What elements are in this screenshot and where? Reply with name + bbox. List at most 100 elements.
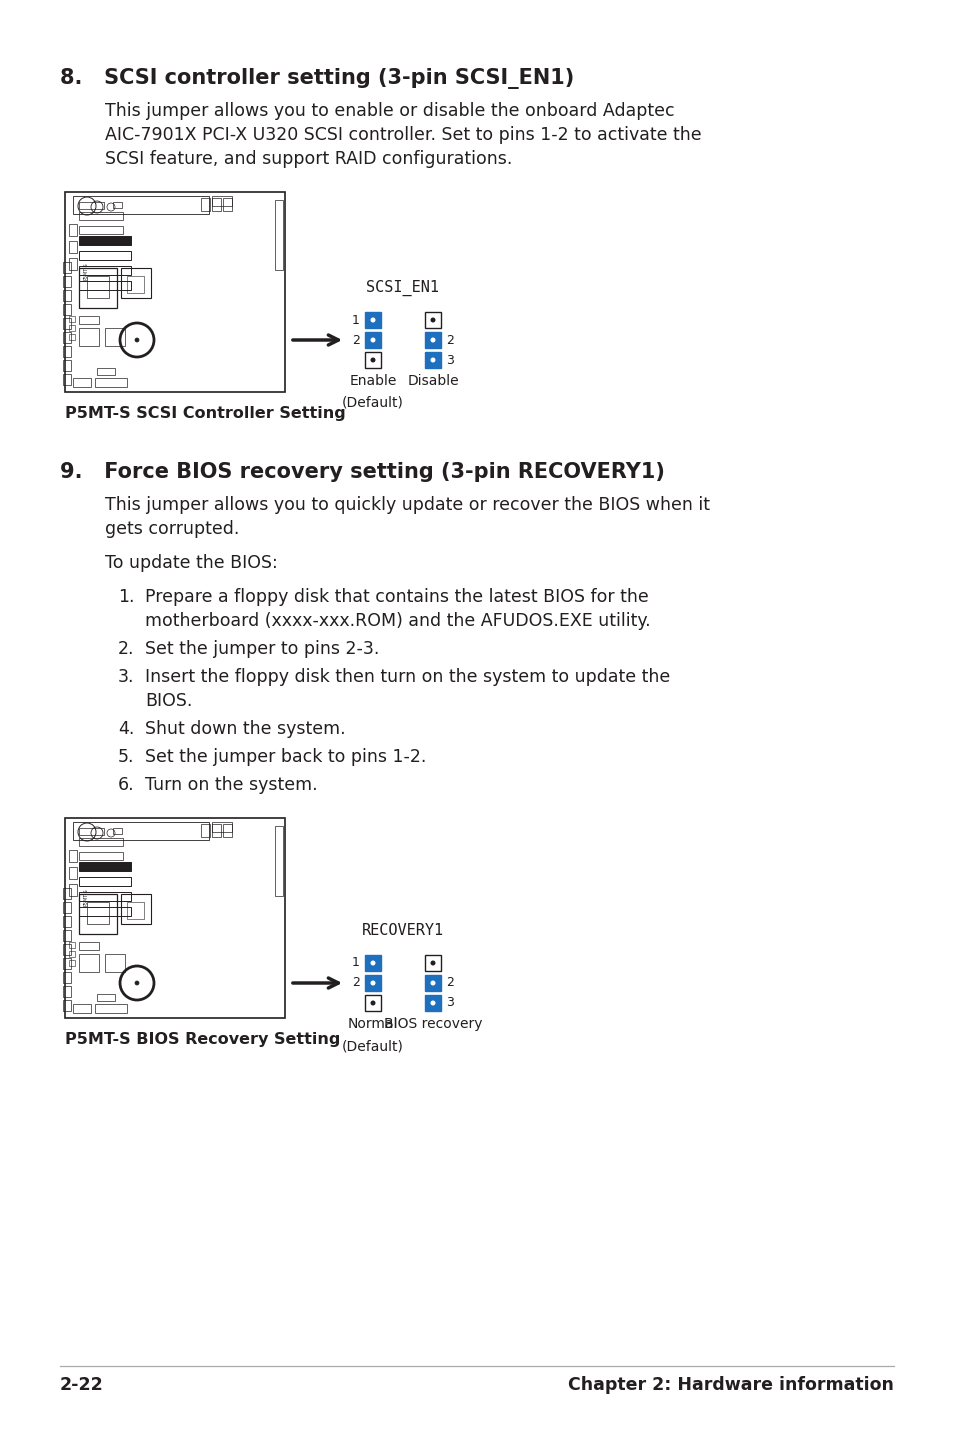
Bar — [73, 823, 209, 840]
Bar — [79, 252, 131, 260]
Text: 8.   SCSI controller setting (3-pin SCSI_EN1): 8. SCSI controller setting (3-pin SCSI_E… — [60, 68, 574, 89]
Bar — [201, 824, 211, 837]
Bar — [63, 374, 71, 385]
Text: Prepare a floppy disk that contains the latest BIOS for the: Prepare a floppy disk that contains the … — [145, 588, 648, 605]
Bar — [63, 303, 71, 315]
Bar — [63, 943, 71, 955]
Text: BIOS.: BIOS. — [145, 692, 193, 710]
Text: 4.: 4. — [118, 720, 134, 738]
Text: Shut down the system.: Shut down the system. — [145, 720, 345, 738]
Text: P5MT-S SCSI Controller Setting: P5MT-S SCSI Controller Setting — [65, 406, 345, 421]
Text: gets corrupted.: gets corrupted. — [105, 521, 239, 538]
Bar — [79, 828, 104, 835]
Bar — [365, 955, 380, 971]
Text: 3: 3 — [446, 354, 454, 367]
Bar — [69, 242, 77, 253]
Bar — [213, 198, 221, 211]
Bar — [424, 352, 440, 368]
Text: 1: 1 — [352, 956, 359, 969]
Text: 6.: 6. — [118, 777, 134, 794]
Bar — [213, 824, 221, 837]
Bar — [79, 907, 131, 916]
Bar — [79, 316, 99, 324]
Circle shape — [135, 981, 139, 985]
Circle shape — [430, 358, 435, 362]
Bar — [69, 334, 75, 339]
Bar — [223, 824, 233, 837]
Bar — [213, 823, 233, 833]
Circle shape — [430, 338, 435, 342]
Bar — [69, 867, 77, 879]
Circle shape — [430, 1001, 435, 1005]
Bar — [73, 1004, 91, 1012]
Bar — [424, 312, 440, 328]
Bar — [87, 902, 109, 925]
Circle shape — [370, 358, 375, 362]
Bar — [112, 828, 122, 834]
Circle shape — [370, 318, 375, 322]
Bar — [63, 318, 71, 329]
Bar — [63, 360, 71, 371]
Bar — [69, 961, 75, 966]
Bar — [105, 328, 125, 347]
Bar — [97, 994, 115, 1001]
Text: Set the jumper back to pins 1-2.: Set the jumper back to pins 1-2. — [145, 748, 426, 766]
Text: AIC-7901X PCI-X U320 SCSI controller. Set to pins 1-2 to activate the: AIC-7901X PCI-X U320 SCSI controller. Se… — [105, 127, 700, 144]
Text: P5MT-S BIOS Recovery Setting: P5MT-S BIOS Recovery Setting — [65, 1032, 340, 1047]
Circle shape — [370, 981, 375, 985]
Text: 2.: 2. — [118, 640, 134, 659]
Bar — [63, 889, 71, 899]
Bar — [63, 999, 71, 1011]
Text: 5.: 5. — [118, 748, 134, 766]
Bar — [424, 332, 440, 348]
Circle shape — [430, 961, 435, 965]
Text: BIOS recovery: BIOS recovery — [383, 1017, 482, 1031]
Bar — [424, 995, 440, 1011]
Bar — [65, 818, 285, 1018]
Bar — [79, 236, 131, 244]
Bar — [79, 211, 123, 220]
Bar — [63, 916, 71, 928]
Bar — [65, 193, 285, 393]
Circle shape — [370, 961, 375, 965]
Bar — [69, 257, 77, 270]
Text: 2: 2 — [446, 976, 454, 989]
Text: (Default): (Default) — [342, 1040, 403, 1053]
Bar — [79, 953, 99, 972]
Bar — [105, 953, 125, 972]
Text: 2: 2 — [352, 976, 359, 989]
Bar — [69, 942, 75, 948]
Bar — [365, 352, 380, 368]
Text: 1: 1 — [352, 313, 359, 326]
Bar — [79, 892, 131, 902]
Bar — [63, 290, 71, 301]
Bar — [87, 276, 109, 298]
Bar — [223, 198, 233, 211]
Bar — [63, 972, 71, 984]
Bar — [79, 226, 123, 234]
Text: This jumper allows you to quickly update or recover the BIOS when it: This jumper allows you to quickly update… — [105, 496, 709, 513]
Bar — [69, 325, 75, 331]
Text: Disable: Disable — [407, 374, 458, 388]
Text: Enable: Enable — [349, 374, 396, 388]
Text: Chapter 2: Hardware information: Chapter 2: Hardware information — [568, 1376, 893, 1393]
Circle shape — [370, 338, 375, 342]
Circle shape — [430, 318, 435, 322]
Bar — [63, 986, 71, 997]
Circle shape — [135, 338, 139, 342]
Bar — [69, 951, 75, 958]
Bar — [79, 851, 123, 860]
Text: (Default): (Default) — [342, 395, 403, 410]
Text: 2: 2 — [446, 334, 454, 347]
Bar — [365, 332, 380, 348]
Bar — [97, 368, 115, 375]
Text: SCSI feature, and support RAID configurations.: SCSI feature, and support RAID configura… — [105, 150, 512, 168]
Bar — [63, 902, 71, 913]
Bar — [79, 266, 131, 275]
Text: 2: 2 — [352, 334, 359, 347]
Text: RECOVERY1: RECOVERY1 — [361, 923, 443, 938]
Text: To update the BIOS:: To update the BIOS: — [105, 554, 277, 572]
Text: 3.: 3. — [118, 669, 134, 686]
Bar — [79, 894, 117, 935]
Bar — [79, 267, 117, 308]
